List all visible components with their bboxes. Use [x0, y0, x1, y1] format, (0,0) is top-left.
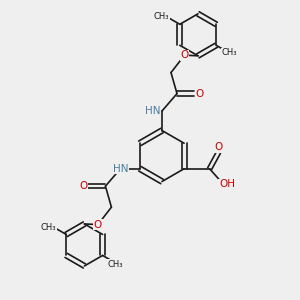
Text: O: O — [94, 220, 102, 230]
Text: HN: HN — [113, 164, 128, 174]
Text: O: O — [195, 88, 203, 99]
Text: CH₃: CH₃ — [154, 12, 170, 21]
Text: O: O — [79, 181, 87, 191]
Text: O: O — [180, 50, 189, 60]
Text: CH₃: CH₃ — [108, 260, 123, 269]
Text: CH₃: CH₃ — [221, 48, 237, 57]
Text: O: O — [214, 142, 223, 152]
Text: HN: HN — [145, 106, 161, 116]
Text: CH₃: CH₃ — [41, 223, 56, 232]
Text: OH: OH — [219, 179, 235, 189]
